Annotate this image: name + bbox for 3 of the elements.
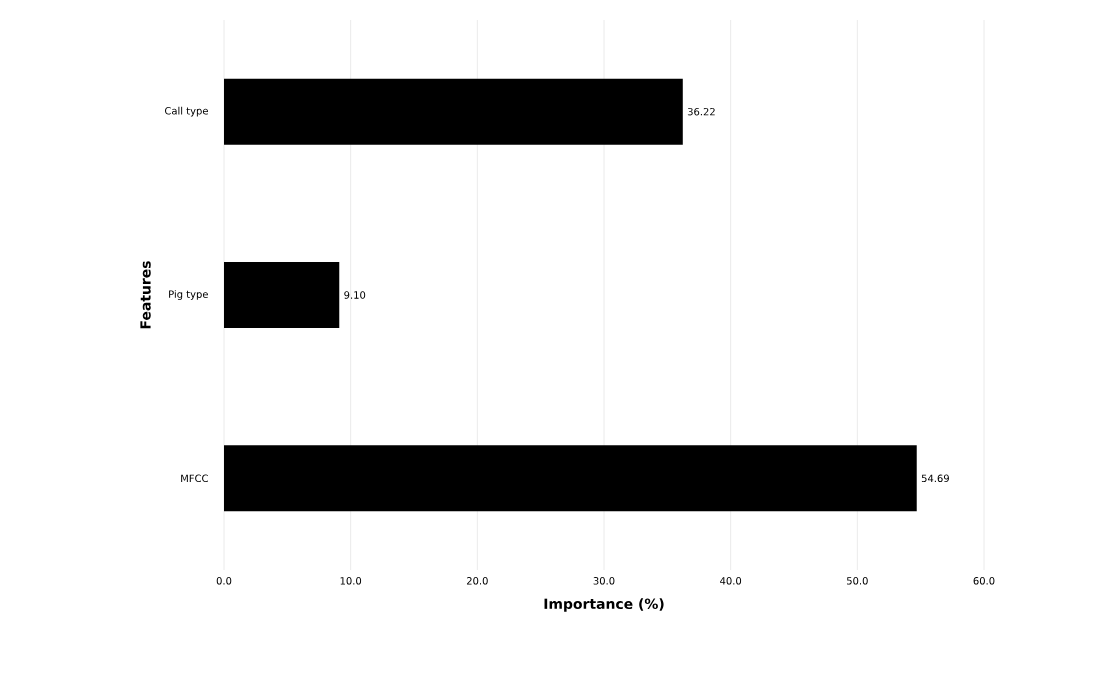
bar: [224, 445, 917, 512]
bar: [224, 262, 340, 329]
bar: [224, 78, 683, 145]
